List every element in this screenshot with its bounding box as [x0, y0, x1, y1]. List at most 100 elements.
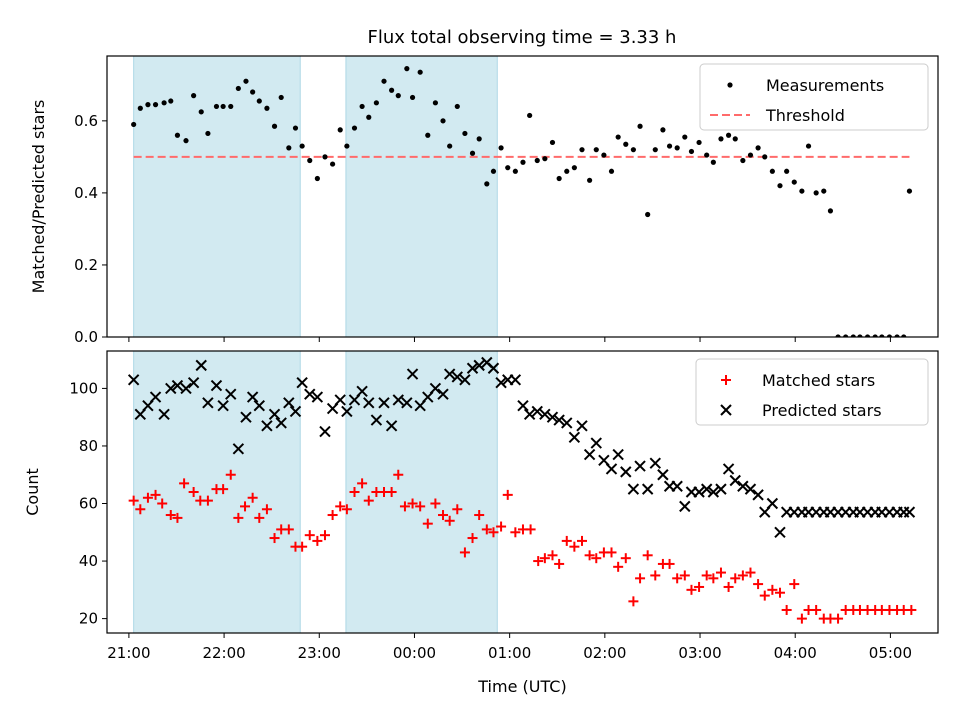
measurement-point	[645, 211, 651, 218]
matched-star-point	[304, 530, 315, 541]
predicted-star-point	[451, 371, 464, 383]
measurement-point	[512, 168, 518, 174]
predicted-star-point	[612, 448, 624, 461]
observing-window-2	[345, 55, 498, 338]
matched-star-point	[584, 550, 595, 561]
measurement-point	[299, 143, 305, 149]
measurement-point	[417, 69, 423, 75]
measurement-point	[359, 103, 365, 110]
measurement-point	[755, 145, 761, 151]
measurement-point	[587, 177, 593, 183]
measurement-point	[872, 334, 878, 337]
legend-marker-measurements	[727, 82, 733, 88]
predicted-star-point	[641, 483, 654, 495]
predicted-star-point	[473, 359, 485, 372]
y-tick-label: 0.6	[74, 112, 98, 130]
matched-star-point	[202, 495, 213, 506]
matched-star-point	[488, 527, 499, 538]
measurement-point	[813, 190, 819, 196]
predicted-star-point	[729, 474, 741, 487]
matched-star-point	[467, 533, 478, 544]
measurement-point	[879, 334, 885, 337]
predicted-star-point	[158, 408, 170, 421]
matched-star-point	[128, 495, 139, 506]
predicted-star-point	[744, 483, 757, 495]
matched-star-point	[833, 613, 844, 624]
y-tick-label: 0.0	[74, 328, 98, 346]
predicted-star-point	[487, 362, 500, 374]
plot-area	[127, 356, 917, 624]
x-tick-label: 22:00	[202, 644, 245, 662]
predicted-star-point	[240, 411, 252, 423]
measurement-point	[747, 152, 754, 158]
matched-star-point	[335, 501, 346, 512]
measurement-point	[440, 118, 446, 124]
x-tick-label: 03:00	[678, 644, 721, 662]
x-tick-label: 04:00	[774, 644, 817, 662]
matched-star-point	[525, 524, 536, 535]
measurement-point	[527, 112, 533, 119]
predicted-star-point	[707, 486, 720, 498]
y-tick-label: 20	[79, 610, 98, 628]
matched-star-point	[233, 512, 244, 523]
predicted-star-point	[165, 382, 177, 395]
predicted-star-point	[289, 405, 302, 418]
predicted-star-point	[693, 486, 705, 498]
predicted-star-point	[437, 388, 449, 400]
axes-frame	[106, 55, 939, 338]
predicted-star-point	[715, 483, 727, 495]
predicted-star-point	[385, 420, 398, 432]
matched-star-point	[269, 533, 280, 544]
matched-star-point	[672, 573, 683, 584]
measurement-point	[432, 100, 439, 106]
matched-star-point	[341, 504, 352, 515]
predicted-star-point	[679, 500, 691, 513]
matched-star-point	[393, 469, 404, 480]
legend-marker-matched	[721, 375, 731, 385]
predicted-star-point	[737, 480, 749, 492]
measurement-point	[805, 143, 812, 149]
matched-star-point	[635, 573, 646, 584]
predicted-star-point	[149, 391, 162, 403]
matched-star-point	[422, 518, 433, 529]
measurement-point	[314, 175, 320, 182]
matched-star-point	[399, 501, 410, 512]
predicted-star-point	[180, 382, 192, 395]
measurement-point	[556, 175, 562, 182]
matched-star-point	[767, 584, 778, 595]
measurement-point	[843, 334, 849, 337]
matched-star-point	[774, 587, 785, 598]
measurement-point	[469, 150, 476, 156]
predicted-star-point	[466, 362, 479, 374]
matched-star-point	[620, 553, 631, 564]
measurement-point	[769, 168, 775, 174]
predicted-star-point	[700, 483, 713, 495]
predicted-star-point	[568, 431, 581, 444]
measurement-point	[484, 181, 490, 187]
matched-star-point	[701, 570, 712, 581]
matched-star-point	[363, 495, 374, 506]
matched-star-point	[759, 590, 770, 601]
measurement-point	[864, 334, 871, 337]
measurement-point	[688, 148, 695, 155]
matched-star-point	[430, 498, 441, 509]
measurement-point	[652, 147, 658, 153]
measurement-point	[292, 125, 299, 131]
predicted-star-point	[392, 394, 404, 406]
matched-star-point	[613, 561, 624, 572]
legend: Measurements Threshold	[699, 63, 929, 131]
predicted-star-point	[296, 376, 308, 389]
matched-star-point	[650, 570, 661, 581]
chart-title: Flux total observing time = 3.33 h	[368, 27, 677, 48]
predicted-star-point	[304, 388, 316, 400]
measurement-point	[505, 165, 511, 171]
measurement-point	[571, 165, 577, 171]
predicted-star-point	[627, 483, 640, 495]
y-tick-label: 0.2	[74, 256, 98, 274]
predicted-star-point	[634, 460, 646, 472]
matched-star-point	[247, 492, 258, 503]
measurement-point	[564, 168, 570, 174]
matched-star-point	[796, 613, 807, 624]
matched-star-point	[415, 501, 426, 512]
y-axis-label: Count	[23, 468, 42, 516]
